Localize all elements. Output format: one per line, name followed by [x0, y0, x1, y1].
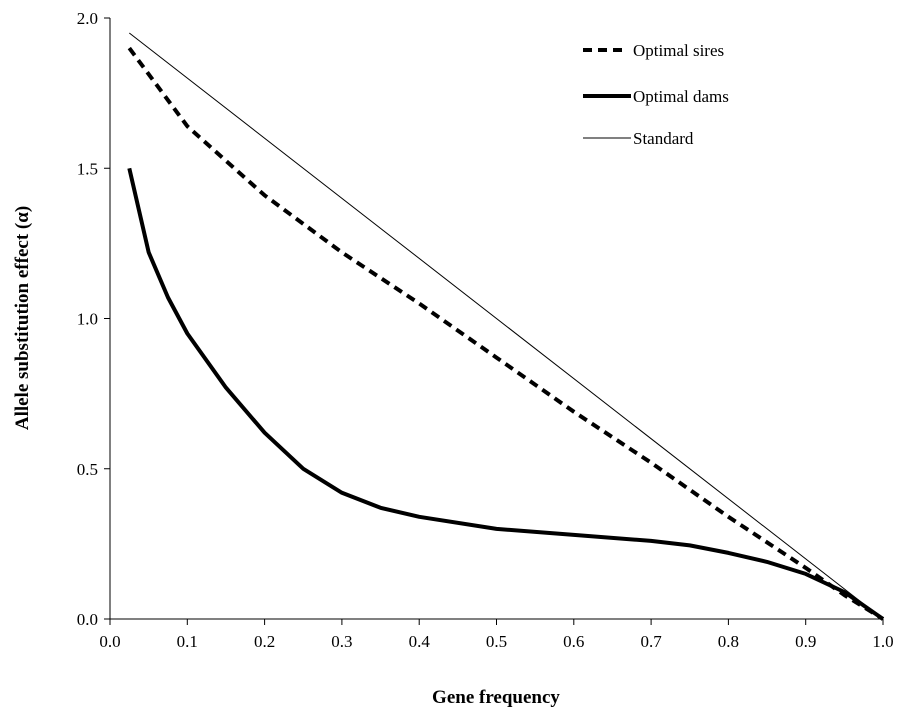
x-tick-label: 0.3	[331, 632, 352, 651]
legend: Optimal sires Optimal dams Standard	[583, 41, 729, 148]
legend-label-optimal-dams: Optimal dams	[633, 87, 729, 106]
x-tick-label: 0.7	[640, 632, 662, 651]
y-tick-label: 0.0	[77, 610, 98, 629]
series-line-optimal-dams	[127, 167, 885, 621]
y-tick-label: 1.0	[77, 310, 98, 329]
legend-label-standard: Standard	[633, 129, 694, 148]
y-tick-label: 1.5	[77, 159, 98, 178]
x-axis-title: Gene frequency	[432, 687, 560, 708]
x-tick-label: 0.2	[254, 632, 275, 651]
y-tick-label: 2.0	[77, 9, 98, 28]
x-tick-label: 1.0	[872, 632, 893, 651]
x-tick-label: 0.6	[563, 632, 584, 651]
series-line-standard	[128, 32, 884, 620]
y-ticks: 0.0 0.5 1.0 1.5 2.0	[77, 9, 110, 629]
x-tick-label: 0.5	[486, 632, 507, 651]
y-tick-label: 0.5	[77, 460, 98, 479]
x-tick-label: 0.4	[409, 632, 431, 651]
x-tick-label: 0.1	[177, 632, 198, 651]
series-line-optimal-sires	[127, 46, 885, 621]
x-ticks: 0.0 0.1 0.2 0.3 0.4 0.5 0.6 0.7 0.8 0.9 1.0	[99, 619, 894, 651]
series-layer	[127, 32, 885, 621]
legend-label-optimal-sires: Optimal sires	[633, 41, 724, 60]
x-tick-label: 0.9	[795, 632, 816, 651]
x-tick-label: 0.8	[718, 632, 739, 651]
x-tick-label: 0.0	[99, 632, 120, 651]
y-axis-title: Allele substitution effect (α)	[12, 206, 33, 430]
